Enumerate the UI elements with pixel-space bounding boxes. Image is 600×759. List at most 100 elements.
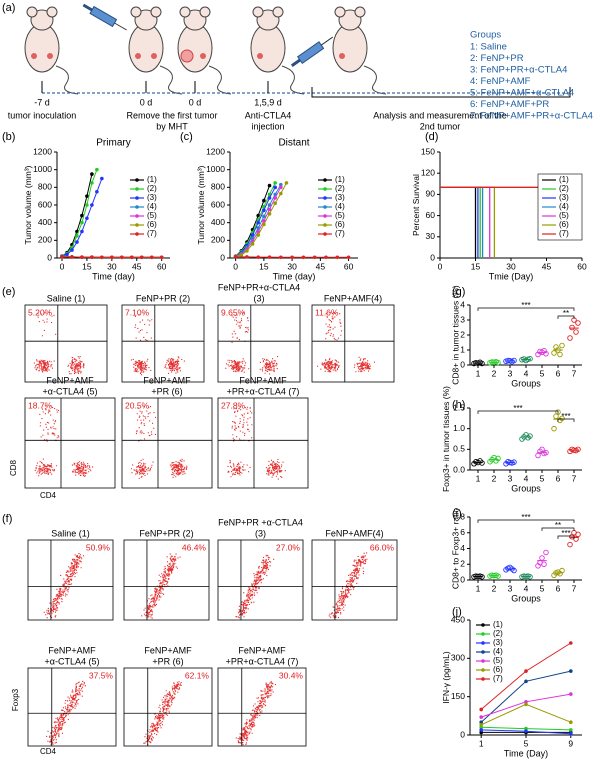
- mouse-body: [332, 23, 368, 73]
- dot: [495, 455, 501, 462]
- mouse-tail: [55, 65, 79, 95]
- chart-title: Primary: [96, 138, 130, 149]
- dot: [527, 433, 533, 439]
- x-axis-label: Groups: [511, 378, 541, 388]
- point: [479, 720, 484, 725]
- legend-label: (2): [335, 184, 345, 193]
- mouse-ear: [179, 6, 191, 18]
- significance-bracket: [541, 527, 575, 531]
- gate-percent: 46.4%: [182, 542, 207, 552]
- mouse-ear: [354, 6, 366, 18]
- y-axis-label: CD8+ in tumor tissues (%): [450, 285, 460, 385]
- y-tick-label: 0: [430, 252, 435, 262]
- legend-marker: [135, 223, 139, 227]
- flow-title: FeNP+PR +α-CTLA4: [218, 517, 303, 527]
- point: [569, 728, 573, 732]
- gate-percent: 7.10%: [125, 307, 150, 317]
- significance-bracket: [557, 418, 575, 422]
- legend-label: (5): [493, 656, 503, 665]
- significance-bracket: [477, 519, 575, 523]
- legend-marker: [323, 214, 327, 218]
- series-line: [235, 182, 287, 257]
- x-tick-label: 60: [344, 261, 354, 271]
- flow-frame: [311, 304, 395, 383]
- significance-label: **: [563, 309, 569, 318]
- panel-label: (e): [2, 286, 15, 298]
- flow-title: +PR (6): [151, 386, 182, 396]
- flow-frame: [311, 539, 398, 621]
- point: [75, 240, 79, 244]
- tumor: [151, 53, 157, 59]
- flow-dots: [141, 553, 181, 619]
- flow-title: (3): [255, 528, 266, 538]
- flow-frame: [217, 304, 301, 383]
- legend-label: (4): [335, 202, 345, 211]
- dot: [567, 335, 573, 341]
- legend-marker: [481, 623, 485, 627]
- point: [279, 191, 283, 196]
- analysis-bracket: [311, 87, 571, 98]
- x-tick-label: 1: [476, 583, 481, 593]
- mouse-ear: [272, 6, 284, 18]
- point: [239, 253, 244, 258]
- flow-title: FeNP+AMF: [239, 375, 287, 385]
- point: [301, 255, 306, 260]
- dot: [575, 446, 581, 453]
- mouse-tail: [281, 65, 305, 95]
- x-tick-label: 5: [540, 368, 545, 378]
- point: [284, 181, 289, 185]
- legend-label: (2): [559, 184, 569, 193]
- flow-dots: [46, 680, 86, 745]
- y-tick-label: 2: [460, 329, 465, 339]
- dot: [551, 425, 557, 432]
- axis-label: CD4: [40, 747, 57, 756]
- point: [262, 222, 266, 227]
- point: [273, 201, 277, 206]
- gate-percent: 27.0%: [276, 542, 301, 552]
- gate-percent: 18.7%: [28, 400, 53, 410]
- flow-title: FeNP+AMF(4): [324, 293, 382, 303]
- flow-frame: [27, 539, 114, 621]
- point: [479, 725, 484, 730]
- point: [346, 255, 351, 260]
- axis-label: CD4: [40, 491, 57, 500]
- x-tick-label: 45: [316, 261, 326, 271]
- syringe: [82, 3, 127, 31]
- dot: [573, 329, 579, 335]
- y-tick-label: 60: [426, 210, 436, 220]
- significance-label: ***: [561, 529, 570, 538]
- flow-title: FeNP+PR+α-CTLA4: [218, 282, 300, 292]
- x-tick-label: 30: [506, 261, 516, 271]
- point: [479, 728, 484, 732]
- flow-dots: [328, 552, 368, 619]
- point: [85, 203, 89, 207]
- tumor: [31, 53, 37, 59]
- group-item: 4: FeNP+AMF: [470, 76, 531, 87]
- timeline-event: injection: [251, 121, 284, 131]
- flow-dots: [33, 311, 85, 375]
- point: [273, 181, 277, 185]
- dot: [559, 342, 565, 349]
- y-tick-label: 0: [460, 729, 465, 739]
- dot: [557, 351, 563, 358]
- point: [100, 176, 104, 181]
- point: [233, 254, 238, 259]
- chart-title: Distant: [278, 138, 309, 149]
- x-tick-label: 15: [471, 261, 481, 271]
- point: [256, 233, 261, 237]
- point: [569, 731, 573, 736]
- tumor: [47, 53, 53, 59]
- gate-percent: 27.8%: [221, 400, 246, 410]
- point: [110, 255, 114, 260]
- mouse-ear: [130, 6, 142, 18]
- point: [267, 212, 272, 216]
- legend-label: (6): [147, 220, 157, 229]
- point: [95, 189, 99, 194]
- point: [569, 692, 573, 696]
- y-tick-label: 0: [47, 252, 52, 262]
- legend-label: (5): [335, 211, 345, 220]
- flow-title: +α-CTLA4 (5): [45, 656, 100, 666]
- x-tick-label: 1: [476, 473, 481, 483]
- flow-title: +α-CTLA4 (5): [43, 386, 98, 396]
- legend-label: (3): [147, 193, 157, 202]
